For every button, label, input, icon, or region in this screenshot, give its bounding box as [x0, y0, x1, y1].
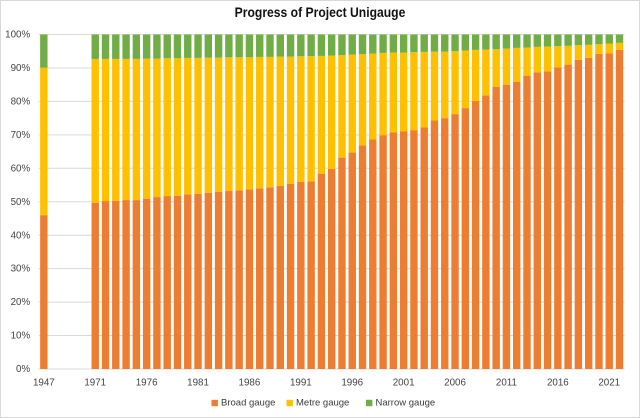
svg-text:1976: 1976	[136, 377, 158, 388]
svg-text:20%: 20%	[11, 297, 31, 308]
svg-text:1996: 1996	[341, 377, 363, 388]
svg-text:1991: 1991	[290, 377, 312, 388]
svg-text:1981: 1981	[187, 377, 209, 388]
svg-text:Progress of Project Unigauge: Progress of Project Unigauge	[235, 4, 406, 20]
svg-text:90%: 90%	[11, 63, 31, 74]
svg-text:2001: 2001	[393, 377, 415, 388]
svg-text:1986: 1986	[239, 377, 261, 388]
svg-text:2021: 2021	[598, 377, 620, 388]
svg-text:Metre gauge: Metre gauge	[296, 397, 349, 408]
svg-text:Narrow gauge: Narrow gauge	[376, 397, 436, 408]
svg-text:2011: 2011	[496, 377, 517, 388]
svg-text:40%: 40%	[11, 230, 31, 241]
svg-text:0%: 0%	[16, 364, 30, 375]
svg-text:100%: 100%	[5, 30, 30, 41]
svg-text:70%: 70%	[11, 130, 31, 141]
svg-text:80%: 80%	[11, 96, 31, 107]
svg-text:2016: 2016	[547, 377, 569, 388]
svg-text:10%: 10%	[11, 331, 31, 342]
svg-text:1947: 1947	[33, 377, 55, 388]
svg-text:2006: 2006	[444, 377, 466, 388]
svg-text:60%: 60%	[11, 163, 31, 174]
svg-text:1971: 1971	[84, 377, 106, 388]
svg-text:50%: 50%	[11, 197, 31, 208]
svg-text:Broad gauge: Broad gauge	[221, 397, 275, 408]
svg-text:30%: 30%	[11, 264, 31, 275]
